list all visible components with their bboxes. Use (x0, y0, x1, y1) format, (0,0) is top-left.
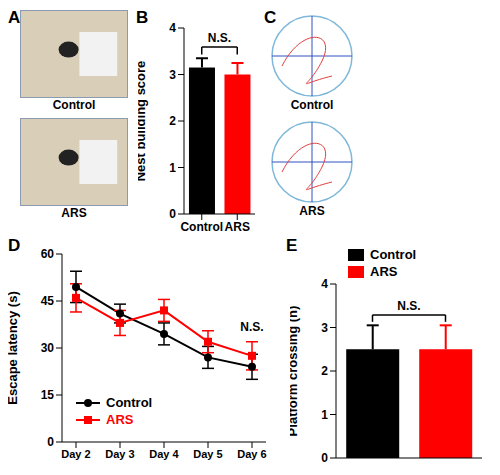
html-text:C: C (264, 8, 277, 27)
svg-text:2: 2 (321, 364, 328, 378)
html-text:ARS: ARS (106, 412, 134, 427)
html-text:Control: Control (370, 247, 417, 262)
svg-text:15: 15 (41, 388, 55, 402)
svg-text:Control: Control (180, 220, 223, 234)
svg-text:N.S.: N.S. (240, 320, 263, 334)
svg-text:Day 4: Day 4 (149, 448, 179, 460)
html-text:ARS: ARS (61, 206, 87, 220)
svg-text:60: 60 (41, 247, 55, 261)
html-text:ARS: ARS (370, 264, 398, 279)
svg-text:3: 3 (321, 321, 328, 335)
html-text:Control: Control (290, 98, 334, 112)
svg-text:Escape latency (s): Escape latency (s) (8, 291, 20, 404)
svg-text:4: 4 (321, 277, 328, 291)
svg-text:Day 3: Day 3 (105, 448, 134, 460)
svg-text:1: 1 (321, 408, 328, 422)
html-text:Control: Control (106, 395, 153, 410)
html-text:B: B (136, 8, 149, 27)
svg-text:Day 2: Day 2 (61, 448, 90, 460)
svg-text:Day 5: Day 5 (193, 448, 222, 460)
svg-text:Day 6: Day 6 (237, 448, 266, 460)
svg-text:ARS: ARS (225, 220, 250, 234)
svg-text:Platform crossing (n): Platform crossing (n) (290, 306, 300, 437)
html-text:Control: Control (52, 98, 96, 112)
svg-text:N.S.: N.S. (397, 299, 420, 313)
svg-text:0: 0 (47, 435, 54, 449)
svg-text:3: 3 (169, 68, 176, 82)
html-text:E: E (286, 236, 298, 255)
html-text:D: D (8, 236, 21, 255)
svg-text:2: 2 (169, 114, 176, 128)
html-text:A: A (8, 8, 21, 27)
svg-text:45: 45 (41, 294, 55, 308)
svg-text:N.S.: N.S. (208, 31, 231, 45)
svg-text:Nest building score: Nest building score (138, 61, 148, 182)
html-text:ARS: ARS (299, 204, 325, 218)
svg-text:0: 0 (169, 207, 176, 221)
svg-text:1: 1 (169, 161, 176, 175)
svg-text:30: 30 (41, 341, 55, 355)
svg-text:0: 0 (321, 451, 328, 465)
svg-text:4: 4 (169, 21, 176, 35)
